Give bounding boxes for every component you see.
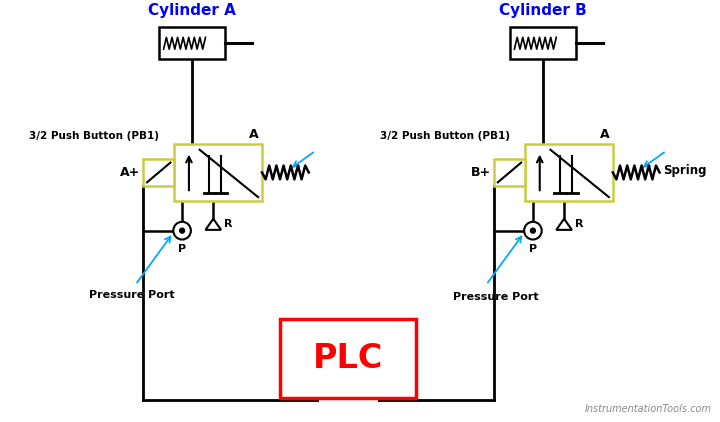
Bar bbox=[174, 144, 262, 201]
Bar bbox=[510, 27, 576, 59]
Text: 3/2 Push Button (PB1): 3/2 Push Button (PB1) bbox=[29, 131, 158, 141]
Bar bbox=[143, 159, 174, 186]
Circle shape bbox=[180, 228, 184, 233]
Text: B+: B+ bbox=[471, 166, 491, 179]
Bar bbox=[525, 144, 613, 201]
Bar bbox=[494, 159, 525, 186]
Text: R: R bbox=[575, 219, 583, 229]
Text: Pressure Port: Pressure Port bbox=[89, 290, 174, 300]
Text: Pressure Port: Pressure Port bbox=[453, 292, 539, 302]
Text: PLC: PLC bbox=[312, 342, 383, 376]
Text: R: R bbox=[224, 219, 233, 229]
Text: Cylinder A: Cylinder A bbox=[148, 3, 235, 18]
Text: A: A bbox=[600, 128, 610, 141]
Circle shape bbox=[524, 222, 541, 240]
Text: A+: A+ bbox=[120, 166, 140, 179]
Bar bbox=[279, 319, 416, 398]
Text: 3/2 Push Button (PB1): 3/2 Push Button (PB1) bbox=[379, 131, 510, 141]
Circle shape bbox=[531, 228, 536, 233]
Circle shape bbox=[174, 222, 191, 240]
Text: P: P bbox=[178, 244, 186, 254]
Text: Spring: Spring bbox=[664, 164, 707, 177]
Text: P: P bbox=[529, 244, 537, 254]
Text: Cylinder B: Cylinder B bbox=[499, 3, 587, 18]
Bar bbox=[158, 27, 225, 59]
Text: A: A bbox=[249, 128, 259, 141]
Text: InstrumentationTools.com: InstrumentationTools.com bbox=[585, 404, 712, 414]
